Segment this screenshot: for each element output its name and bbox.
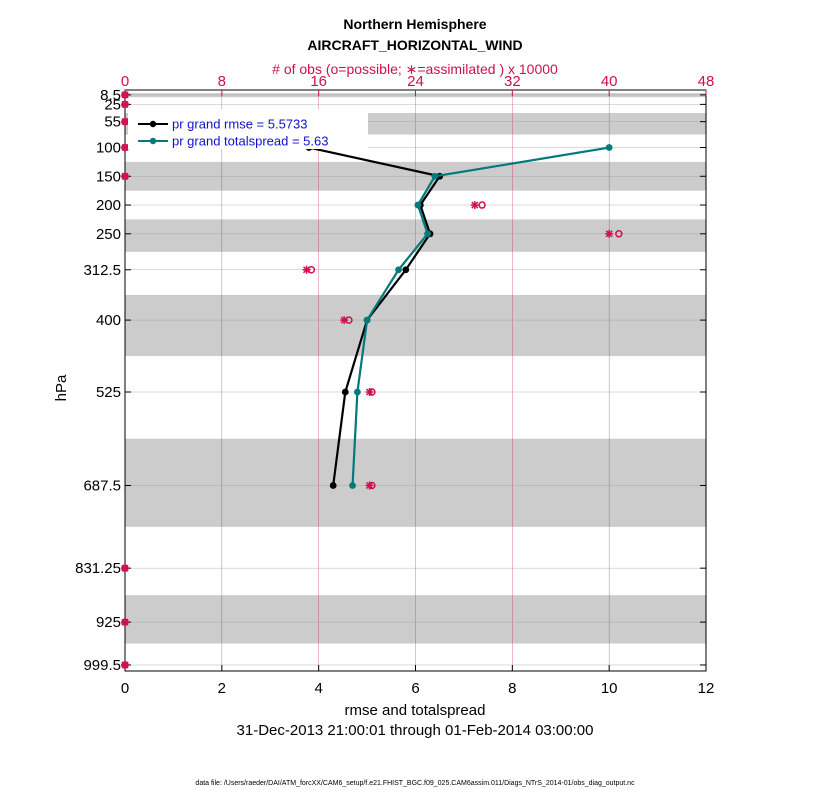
obs-possible-marker [478, 201, 486, 209]
obs-assimilated-marker [121, 143, 129, 152]
legend-spread-text: pr grand totalspread = 5.63 [172, 134, 328, 149]
y-tick-label: 55 [104, 114, 121, 131]
totalspread-point [363, 316, 371, 324]
y-tick-label: 525 [96, 384, 121, 401]
legend-spread-marker [149, 137, 157, 145]
y-tick-label: 831.25 [75, 560, 121, 577]
obs-assimilated-marker [365, 388, 374, 397]
x-tick-label: 8 [508, 680, 516, 697]
asterisk-stroke [340, 316, 348, 324]
y-tick-label: 687.5 [83, 477, 121, 494]
legend-box [128, 109, 368, 149]
legend-rmse-text: pr grand rmse = 5.5733 [172, 117, 308, 132]
y-tick-label: 400 [96, 312, 121, 329]
y-tick-label: 8.5 [100, 87, 121, 104]
asterisk-stroke [365, 481, 374, 490]
totalspread-point [354, 388, 361, 396]
obs-assimilated-marker [121, 100, 129, 109]
totalspread-line [351, 146, 610, 486]
y-tick-label: 999.5 [83, 657, 121, 674]
x-tick-label: 6 [411, 680, 419, 697]
date-range: 31-Dec-2013 21:00:01 through 01-Feb-2014… [237, 722, 594, 739]
top-x-tick-label: 0 [121, 73, 129, 90]
y-tick-label: 100 [96, 140, 121, 157]
top-x-tick-label: 8 [218, 73, 226, 90]
data-file-footer: data file: /Users/raeder/DAI/ATM_forcXX/… [195, 780, 635, 787]
top-x-tick-label: 24 [407, 73, 424, 90]
top-x-tick-label: 16 [310, 73, 327, 90]
totalspread-point [605, 144, 613, 151]
legend: pr grand rmse = 5.5733 pr grand totalspr… [128, 109, 368, 149]
asterisk-stroke [121, 172, 129, 180]
y-tick-label: 25 [104, 96, 121, 113]
y-tick-label: 250 [96, 226, 121, 243]
obs-assimilated-marker [605, 229, 614, 238]
asterisk-stroke [121, 100, 129, 108]
rmse-point [329, 482, 337, 489]
obs-assimilated-marker [302, 265, 311, 274]
obs-possible-marker [615, 230, 623, 238]
top-x-tick-label: 32 [504, 73, 521, 90]
asterisk-stroke [365, 388, 374, 396]
obs-assimilated-marker [340, 316, 349, 325]
obs-assimilated-marker [121, 660, 129, 669]
asterisk-stroke [121, 564, 129, 572]
y-tick-label: 925 [96, 614, 121, 631]
y-tick-label: 312.5 [83, 262, 121, 279]
asterisk-stroke [605, 230, 613, 238]
chart-title: Northern Hemisphere [343, 16, 486, 32]
totalspread-point [414, 201, 422, 209]
asterisk-stroke [121, 91, 129, 99]
asterisk-stroke [121, 143, 129, 152]
axis-ticks: 0 2 4 6 8 10 120 8 16 24 32 40 488.52555100150200250… [75, 73, 714, 697]
x-tick-label: 4 [314, 680, 322, 697]
asterisk-stroke [471, 201, 479, 209]
asterisk-stroke [121, 118, 129, 126]
x-tick-label: 2 [218, 680, 226, 697]
top-axis-label: # of obs (o=possible; ∗=assimilated ) x … [272, 61, 558, 77]
x-tick-label: 0 [121, 680, 129, 697]
obs-count-markers [121, 90, 623, 669]
totalspread-point [395, 266, 402, 274]
obs-assimilated-marker [121, 90, 129, 99]
top-x-tick-label: 48 [698, 73, 715, 90]
asterisk-stroke [303, 266, 311, 274]
asterisk-stroke [121, 661, 129, 669]
y-tick-label: 150 [96, 168, 121, 185]
y-axis-label: hPa [53, 374, 70, 401]
obs-assimilated-marker [121, 564, 129, 573]
obs-assimilated-marker [121, 117, 129, 126]
top-x-tick-label: 40 [601, 73, 618, 90]
totalspread-point [424, 230, 432, 238]
series-lines [305, 144, 613, 489]
obs-assimilated-marker [121, 618, 129, 627]
chart-subtitle: AIRCRAFT_HORIZONTAL_WIND [307, 37, 522, 53]
x-tick-label: 12 [698, 680, 715, 697]
legend-rmse-marker [149, 120, 157, 128]
rmse-point [341, 388, 349, 396]
obs-assimilated-marker [470, 201, 479, 210]
asterisk-stroke [121, 618, 129, 626]
x-axis-label: rmse and totalspread [345, 702, 486, 719]
rmse-line [308, 146, 442, 486]
rmse-point [402, 266, 410, 274]
x-tick-label: 10 [601, 680, 618, 697]
y-tick-label: 200 [96, 197, 121, 214]
obs-assimilated-marker [365, 481, 374, 490]
totalspread-point [349, 482, 356, 489]
totalspread-point [431, 172, 439, 180]
obs-assimilated-marker [121, 172, 129, 181]
